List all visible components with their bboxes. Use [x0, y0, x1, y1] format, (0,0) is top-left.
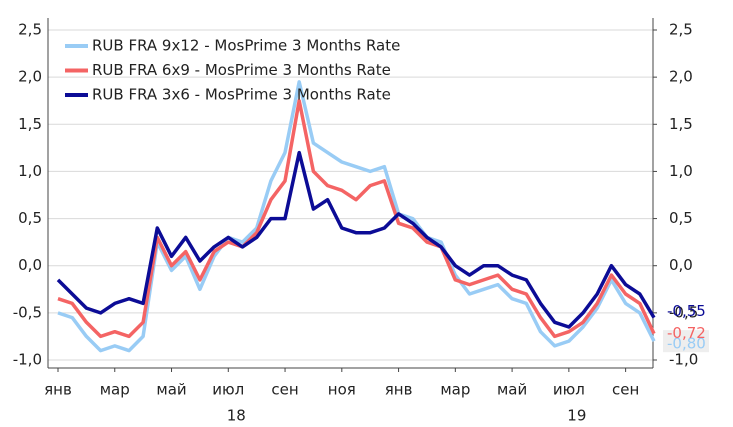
x-tick-label: ноя: [328, 381, 356, 399]
legend: RUB FRA 9x12 - MosPrime 3 Months Rate RUB…: [65, 37, 400, 104]
legend-label: RUB FRA 6x9 - MosPrime 3 Months Rate: [92, 61, 391, 79]
x-tick-label: янв: [385, 381, 413, 399]
x-tick-label: июл: [212, 381, 244, 399]
legend-label: RUB FRA 3x6 - MosPrime 3 Months Rate: [92, 86, 391, 104]
y-tick-label: -0,5: [13, 303, 42, 321]
series-line: [56, 150, 656, 329]
y-tick-label: 1,0: [18, 162, 42, 180]
y2-tick-label: 2,0: [669, 68, 693, 86]
x-tick-label: мар: [100, 381, 130, 399]
y2-tick-label: 0,0: [669, 256, 693, 274]
end-label-bg: [663, 330, 709, 353]
y2-tick-label: 0,5: [669, 209, 693, 227]
y2-tick-label: -0,5: [669, 303, 698, 321]
series-line: [57, 80, 656, 353]
end-label: -0,55: [667, 302, 706, 320]
y-tick-label: 1,5: [18, 115, 42, 133]
y-tick-label: 0,5: [18, 209, 42, 227]
end-label: -0,80: [663, 330, 709, 353]
y2-tick-label: -1,0: [669, 351, 698, 369]
year-label: 19: [567, 407, 586, 425]
y-tick-label: 0,0: [18, 256, 42, 274]
x-tick-label: июл: [553, 381, 585, 399]
y2-tick-label: 1,0: [669, 162, 693, 180]
x-tick-label: янв: [44, 381, 72, 399]
end-label-text: -0,80: [667, 335, 706, 353]
legend-label: RUB FRA 9x12 - MosPrime 3 Months Rate: [92, 37, 400, 55]
y-tick-label: 2,0: [18, 68, 42, 86]
end-label: -0,72: [667, 324, 706, 342]
y2-tick-label: 2,5: [669, 21, 693, 39]
x-tick-label: сен: [612, 381, 639, 399]
y-tick-label: 2,5: [18, 21, 42, 39]
x-tick-label: сен: [271, 381, 298, 399]
end-label-text: -0,55: [667, 302, 706, 320]
x-tick-label: май: [156, 381, 186, 399]
x-tick-label: май: [497, 381, 527, 399]
x-tick-label: мар: [440, 381, 470, 399]
year-label: 18: [227, 407, 246, 425]
y2-tick-label: 1,5: [669, 115, 693, 133]
end-label-text: -0,72: [667, 324, 706, 342]
y-tick-label: -1,0: [13, 351, 42, 369]
